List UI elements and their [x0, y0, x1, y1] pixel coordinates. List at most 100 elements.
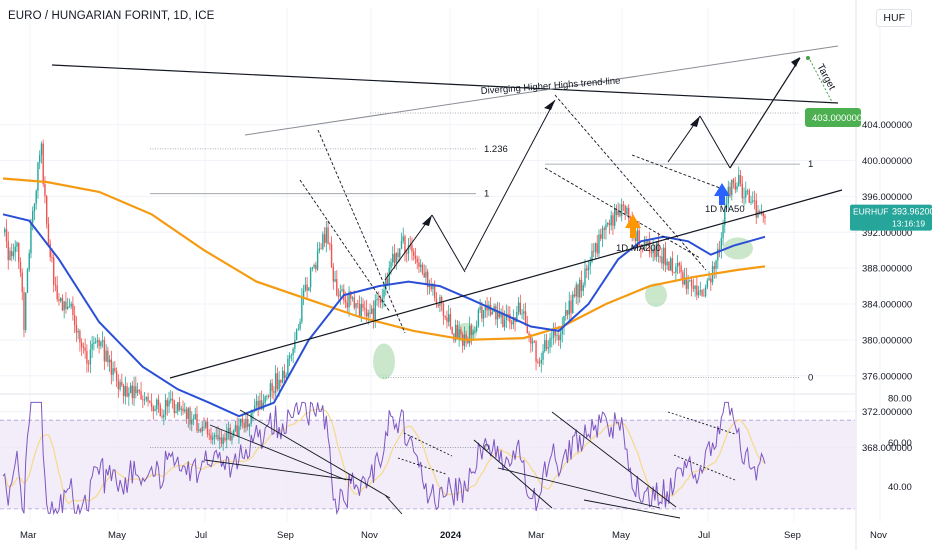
- candle-body: [143, 399, 146, 401]
- candle-body: [23, 292, 25, 330]
- candle-body: [745, 190, 747, 198]
- candle-body: [547, 347, 549, 349]
- candle-body: [339, 290, 342, 297]
- candle-body: [612, 215, 614, 226]
- candle-body: [103, 340, 106, 362]
- candle-body: [369, 312, 371, 314]
- candle-body: [659, 256, 661, 258]
- candle-body: [187, 408, 189, 419]
- candle-body: [652, 248, 654, 254]
- candle-body: [52, 257, 55, 285]
- candle-body: [288, 355, 291, 359]
- candle-body: [222, 437, 224, 444]
- candle-body: [12, 252, 15, 257]
- candle-body: [528, 333, 530, 336]
- candle-body: [30, 222, 32, 254]
- candle-body: [379, 298, 382, 303]
- candle-body: [253, 405, 256, 412]
- resistance-trendline: [51, 64, 839, 104]
- candle-body: [215, 435, 217, 436]
- candle-body: [657, 241, 660, 257]
- candle-body: [589, 261, 591, 267]
- candle-body: [411, 245, 413, 252]
- candle-body: [502, 312, 504, 328]
- candle-body: [350, 291, 352, 299]
- candle-body: [648, 240, 651, 253]
- candle-body: [517, 302, 520, 312]
- candle-body: [545, 340, 548, 349]
- channel-dotted-1b: [299, 179, 391, 313]
- candle-body: [170, 398, 172, 401]
- candle-body: [273, 390, 275, 393]
- candle-body: [117, 380, 120, 390]
- price-axis-tick-label: 400.000000: [862, 156, 912, 167]
- candle-body: [636, 230, 639, 242]
- time-axis-tick-label: Sep: [784, 530, 801, 541]
- candle-body: [316, 250, 319, 270]
- candle-body: [566, 310, 569, 315]
- candle-body: [395, 252, 397, 263]
- channel-dotted-2a: [554, 94, 707, 271]
- candle-body: [694, 285, 696, 289]
- time-axis-tick-label: Mar: [20, 530, 36, 541]
- candle-body: [510, 322, 513, 325]
- candle-body: [407, 244, 410, 254]
- candle-body: [666, 261, 668, 266]
- candle-body: [432, 283, 434, 290]
- rsi-axis-tick-label: 80.00: [888, 394, 912, 405]
- candle-body: [164, 400, 167, 415]
- candle-body: [28, 253, 30, 270]
- candle-body: [220, 437, 223, 444]
- candle-body: [196, 414, 198, 431]
- candle-body: [217, 435, 219, 440]
- fib-upper-1-label: 1: [808, 159, 813, 170]
- candle-body: [535, 341, 537, 362]
- candle-body: [14, 246, 16, 253]
- candle-body: [565, 310, 567, 316]
- candle-body: [87, 363, 90, 365]
- candle-body: [748, 190, 750, 203]
- candle-body: [231, 435, 233, 441]
- candle-body: [475, 325, 478, 332]
- candle-body: [267, 395, 270, 397]
- candle-body: [271, 383, 273, 391]
- candle-body: [741, 183, 743, 199]
- ma50-arrow-icon: [714, 183, 730, 205]
- candle-body: [498, 311, 501, 318]
- candle-body: [4, 229, 6, 233]
- candle-body: [558, 335, 560, 341]
- candle-body: [613, 208, 616, 226]
- candle-body: [724, 207, 726, 225]
- candle-body: [283, 370, 286, 379]
- candle-body: [746, 190, 749, 192]
- rsi-line: [2, 401, 766, 516]
- candle-body: [75, 324, 78, 333]
- candle-body: [295, 329, 298, 340]
- candle-body: [717, 248, 719, 261]
- candle-body: [479, 306, 481, 310]
- candle-body: [605, 224, 607, 230]
- time-axis-tick-label: May: [612, 530, 630, 541]
- candle-body: [615, 208, 618, 215]
- channel-dotted-1a: [317, 129, 406, 334]
- candle-body: [140, 391, 142, 400]
- candle-body: [322, 234, 324, 249]
- candle-body: [11, 250, 13, 257]
- candle-body: [25, 292, 27, 330]
- candle-body: [584, 268, 586, 286]
- target-value-label: 403.000000: [812, 113, 862, 124]
- candle-body: [397, 252, 399, 258]
- candle-body: [579, 279, 581, 298]
- candle-body: [9, 250, 11, 261]
- time-axis-tick-label: Nov: [870, 530, 887, 541]
- candle-body: [655, 241, 658, 258]
- candle-body: [456, 324, 459, 338]
- candle-body: [435, 298, 438, 305]
- candle-body: [274, 373, 277, 393]
- candle-body: [446, 317, 448, 322]
- currency-selector-button[interactable]: HUF: [876, 9, 912, 27]
- candle-body: [413, 251, 415, 256]
- candle-body: [357, 303, 359, 305]
